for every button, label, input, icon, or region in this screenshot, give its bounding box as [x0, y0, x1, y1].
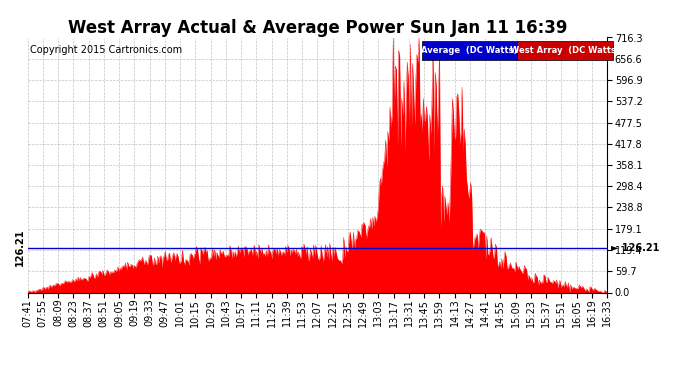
Text: ► 126.21: ► 126.21	[611, 243, 660, 253]
Text: Copyright 2015 Cartronics.com: Copyright 2015 Cartronics.com	[30, 45, 183, 55]
FancyBboxPatch shape	[422, 41, 518, 60]
Text: West Array  (DC Watts): West Array (DC Watts)	[511, 46, 620, 56]
Text: 126.21: 126.21	[14, 229, 25, 266]
FancyBboxPatch shape	[518, 41, 613, 60]
Text: Average  (DC Watts): Average (DC Watts)	[422, 46, 518, 56]
Title: West Array Actual & Average Power Sun Jan 11 16:39: West Array Actual & Average Power Sun Ja…	[68, 20, 567, 38]
